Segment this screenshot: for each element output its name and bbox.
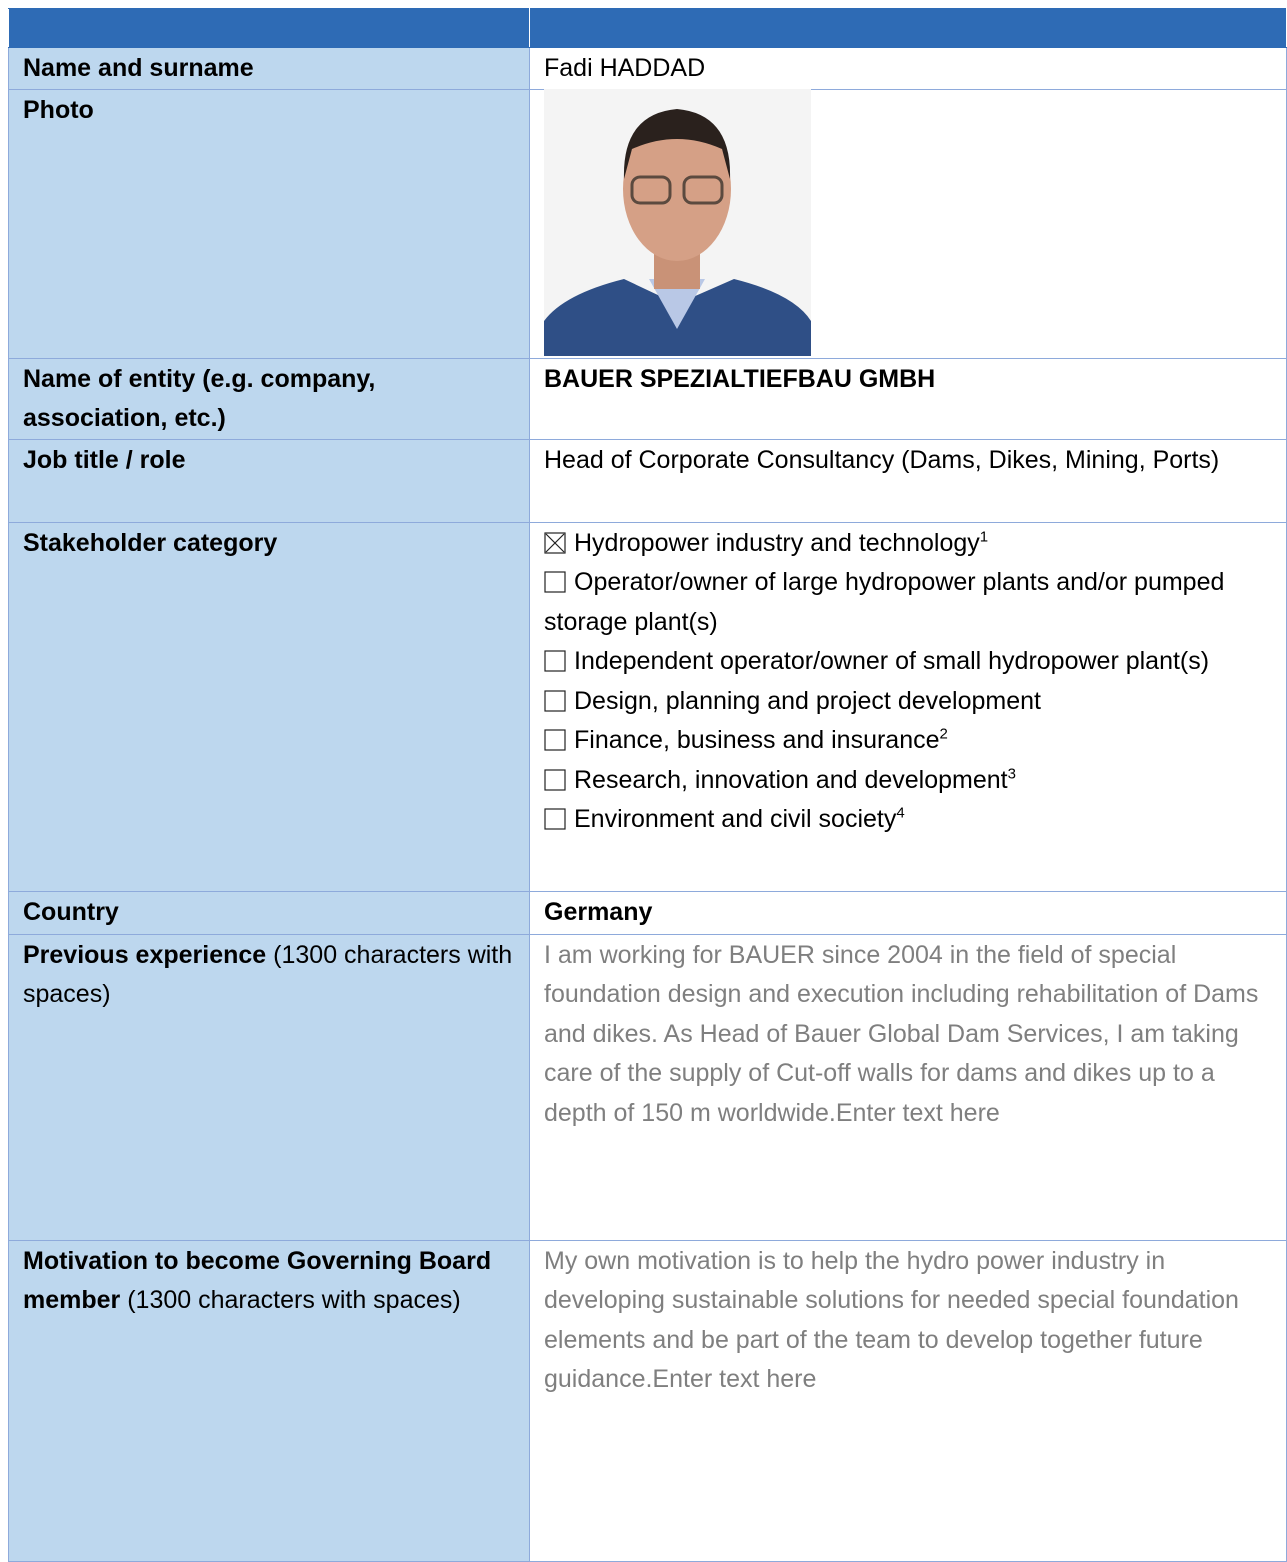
- row-label: Name and surname: [23, 54, 254, 82]
- form-row: Photo: [8, 88, 1287, 359]
- row-label-note: (1300 characters with spaces): [127, 1286, 461, 1314]
- header-row: [8, 8, 1287, 48]
- row-label: Country: [23, 897, 119, 926]
- row-label: Photo: [23, 95, 94, 124]
- check-mark: [545, 533, 565, 552]
- checkbox-option: Research, innovation and development3: [544, 761, 1276, 801]
- value-cell: My own motivation is to help the hydro p…: [529, 1239, 1287, 1562]
- row-label: Name of entity (e.g. company, associatio…: [23, 364, 376, 433]
- footnote-ref: 3: [1007, 765, 1016, 783]
- label-cell: Photo: [8, 88, 530, 359]
- footnote-ref: 1: [979, 528, 989, 546]
- option-label: Independent operator/owner of small hydr…: [574, 647, 1210, 675]
- footnote-ref: 2: [939, 725, 948, 743]
- row-value: Germany: [544, 897, 653, 926]
- form-row: Name and surname Fadi HADDAD: [8, 47, 1287, 90]
- form-row: Previous experience (1300 characters wit…: [8, 933, 1287, 1241]
- label-cell: Country: [8, 890, 530, 935]
- option-label: Design, planning and project development: [574, 686, 1041, 715]
- photo: [544, 88, 811, 356]
- glasses: [682, 175, 724, 204]
- row-value: I am working for BAUER since 2004 in the…: [544, 940, 1259, 1127]
- row-label-note: (1300 characters with spaces): [23, 940, 513, 1009]
- option-label: Finance, business and insurance: [574, 726, 940, 754]
- shape: [544, 808, 566, 830]
- shape: [544, 768, 566, 791]
- label-cell: Previous experience (1300 characters wit…: [8, 933, 530, 1241]
- option-label: Environment and civil society: [574, 805, 897, 833]
- checkbox[interactable]: [544, 808, 566, 830]
- form-table: Name and surname Fadi HADDAD Photo Name of …: [8, 8, 1287, 1562]
- checkbox[interactable]: [544, 531, 566, 554]
- footnote-ref: 4: [896, 804, 905, 822]
- value-cell: Fadi HADDAD: [529, 47, 1287, 90]
- row-label: Job title / role: [23, 445, 186, 474]
- checkbox[interactable]: [544, 729, 566, 751]
- option-label: Research, innovation and development: [574, 765, 1008, 794]
- label-cell: Job title / role: [8, 438, 530, 523]
- checkbox-option: Environment and civil society4: [544, 800, 1276, 840]
- checkbox[interactable]: [544, 768, 566, 791]
- checkbox-option: Operator/owner of large hydropower plant…: [544, 563, 1276, 642]
- shirt: [649, 278, 705, 329]
- shape: [544, 531, 566, 554]
- face: [623, 116, 731, 261]
- label-cell: Stakeholder category: [8, 521, 530, 892]
- table-body: Name and surname Fadi HADDAD Photo Name of …: [8, 8, 1287, 1562]
- label-cell: Motivation to become Governing Board mem…: [8, 1239, 530, 1562]
- value-cell: I am working for BAUER since 2004 in the…: [529, 933, 1287, 1241]
- row-value: My own motivation is to help the hydro p…: [544, 1246, 1239, 1394]
- checkbox-option: Finance, business and insurance2: [544, 721, 1276, 761]
- option-label: Hydropower industry and technology: [574, 528, 980, 557]
- shape: [544, 729, 566, 751]
- row-value: BAUER SPEZIALTIEFBAU GMBH: [544, 364, 936, 393]
- row-value: Fadi HADDAD: [544, 54, 706, 82]
- value-cell: Hydropower industry and technology1 Opera…: [529, 521, 1287, 892]
- form-row: Motivation to become Governing Board mem…: [8, 1239, 1287, 1562]
- checkbox-option: Design, planning and project development: [544, 682, 1276, 722]
- shape: [544, 650, 566, 672]
- checkbox-option: Independent operator/owner of small hydr…: [544, 642, 1276, 682]
- form-row: Country Germany: [8, 890, 1287, 935]
- header-cell: [8, 8, 530, 48]
- glasses: [630, 175, 672, 204]
- value-cell: Head of Corporate Consultancy (Dams, Dik…: [529, 438, 1287, 523]
- hair: [623, 108, 731, 179]
- form-row: Job title / role Head of Corporate Consul…: [8, 438, 1287, 523]
- row-label: Stakeholder category: [23, 528, 278, 557]
- row-label: Previous experience: [23, 940, 267, 969]
- form-row: Stakeholder category Hydropower industry …: [8, 521, 1287, 892]
- row-value: Head of Corporate Consultancy (Dams, Dik…: [544, 445, 1220, 474]
- value-cell: Germany: [529, 890, 1287, 935]
- shape: [544, 571, 566, 593]
- row-label: Motivation to become Governing Board mem…: [23, 1246, 492, 1315]
- value-cell: BAUER SPEZIALTIEFBAU GMBH: [529, 357, 1287, 440]
- label-cell: Name and surname: [8, 47, 530, 90]
- label-cell: Name of entity (e.g. company, associatio…: [8, 357, 530, 440]
- checkbox[interactable]: [544, 650, 566, 672]
- checkbox[interactable]: [544, 689, 566, 712]
- shape: [544, 689, 566, 712]
- value-cell: [529, 88, 1287, 359]
- option-label: Operator/owner of large hydropower plant…: [544, 568, 1225, 636]
- header-cell: [529, 8, 1287, 48]
- form-row: Name of entity (e.g. company, associatio…: [8, 357, 1287, 440]
- checkbox[interactable]: [544, 571, 566, 593]
- checkbox-option: Hydropower industry and technology1: [544, 524, 1276, 564]
